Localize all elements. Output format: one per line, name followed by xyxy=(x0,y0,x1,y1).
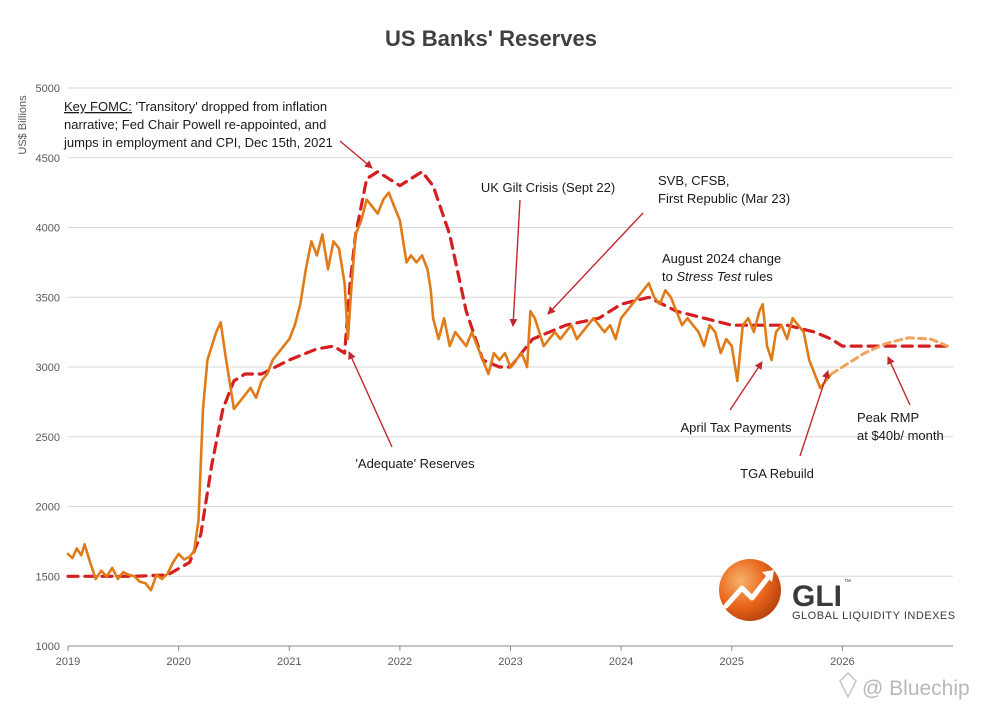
y-tick-label: 1500 xyxy=(36,571,60,583)
annotation-text: August 2024 change xyxy=(662,251,781,266)
x-tick-label: 2021 xyxy=(277,656,301,668)
y-tick-label: 3000 xyxy=(36,362,60,374)
annotation-text: Key FOMC: 'Transitory' dropped from infl… xyxy=(64,99,327,114)
annotation-text: Peak RMP xyxy=(857,410,919,425)
x-tick-label: 2020 xyxy=(166,656,190,668)
reserves-line xyxy=(66,191,833,592)
arrow-icon xyxy=(723,572,773,609)
annotation-arrow xyxy=(887,356,911,406)
annotation-text: jumps in employment and CPI, Dec 15th, 2… xyxy=(63,135,333,150)
x-tick-label: 2025 xyxy=(720,656,744,668)
annotation-text: First Republic (Mar 23) xyxy=(658,191,790,206)
y-tick-label: 2000 xyxy=(36,502,60,514)
adequate-reserves-line xyxy=(66,170,955,578)
annotation-text: to Stress Test rules xyxy=(662,269,773,284)
x-tick-label: 2023 xyxy=(498,656,522,668)
annotation-text: narrative; Fed Chair Powell re-appointed… xyxy=(64,117,326,132)
arrow-head-icon xyxy=(762,570,774,582)
annotation-text: UK Gilt Crisis (Sept 22) xyxy=(481,180,615,195)
y-tick-label: 1000 xyxy=(36,641,60,653)
logo-subtitle: GLOBAL LIQUIDITY INDEXES xyxy=(792,610,956,622)
x-tick-label: 2022 xyxy=(388,656,412,668)
y-tick-label: 3500 xyxy=(36,292,60,304)
annotation-text: TGA Rebuild xyxy=(740,466,814,481)
logo-name: GLI xyxy=(792,580,842,613)
watermark: @ Bluechip xyxy=(839,671,970,700)
y-axis: 1000 1500 2000 2500 3000 3500 4000 4500 5000 xyxy=(36,83,60,653)
series-group xyxy=(66,170,955,592)
annotation-text: 'Adequate' Reserves xyxy=(355,456,475,471)
annotation-arrows xyxy=(339,140,911,457)
annotation-text: at $40b/ month xyxy=(857,428,944,443)
watermark-text: @ Bluechip xyxy=(862,677,970,700)
x-tick-label: 2019 xyxy=(56,656,80,668)
annotation-arrow xyxy=(339,140,373,169)
y-axis-label: US$ Billions xyxy=(17,95,29,155)
annotation-arrow xyxy=(729,361,763,411)
annotations: Key FOMC: 'Transitory' dropped from infl… xyxy=(63,99,944,481)
y-tick-label: 4000 xyxy=(36,223,60,235)
x-axis: 2019 2020 2021 2022 2023 2024 2025 2026 xyxy=(56,646,855,668)
annotation-arrow xyxy=(799,370,830,457)
annotation-text: April Tax Payments xyxy=(680,420,792,435)
annotation-arrow xyxy=(547,212,644,315)
annotation-arrow xyxy=(509,199,521,327)
annotation-arrow xyxy=(348,351,393,448)
rising-arrow-globe-icon xyxy=(719,559,781,621)
x-tick-label: 2024 xyxy=(609,656,633,668)
y-tick-label: 5000 xyxy=(36,83,60,95)
y-tick-label: 4500 xyxy=(36,153,60,165)
bluechip-diamond-icon xyxy=(839,671,857,699)
y-tick-label: 2500 xyxy=(36,432,60,444)
logo-tm: ™ xyxy=(844,579,851,586)
annotation-text: SVB, CFSB, xyxy=(658,173,730,188)
reserves-projection-line xyxy=(829,336,949,376)
x-tick-label: 2026 xyxy=(830,656,854,668)
gli-logo: GLI ™ GLOBAL LIQUIDITY INDEXES xyxy=(719,559,956,622)
chart-title: US Banks' Reserves xyxy=(385,26,597,51)
